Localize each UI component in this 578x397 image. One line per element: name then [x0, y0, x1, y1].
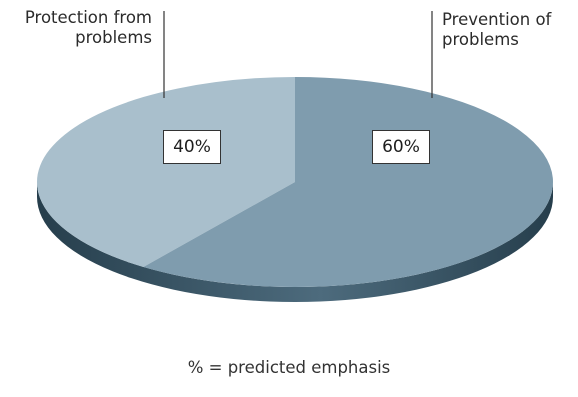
pie-slice-prevention — [143, 77, 554, 287]
legend-label-protection-line-2: problems — [75, 28, 152, 47]
legend-label-protection: Protection from problems — [0, 8, 152, 48]
legend-label-prevention: Prevention of problems — [442, 10, 551, 50]
legend-label-prevention-line-2: problems — [442, 30, 519, 49]
legend-label-protection-line-1: Protection from — [24, 8, 152, 27]
chart-footnote: % = predicted emphasis — [187, 358, 391, 377]
data-label-prevention: 60% — [372, 130, 430, 164]
legend-label-prevention-line-1: Prevention of — [442, 10, 552, 29]
pie-slice-protection — [37, 77, 296, 267]
data-label-protection: 40% — [163, 130, 221, 164]
